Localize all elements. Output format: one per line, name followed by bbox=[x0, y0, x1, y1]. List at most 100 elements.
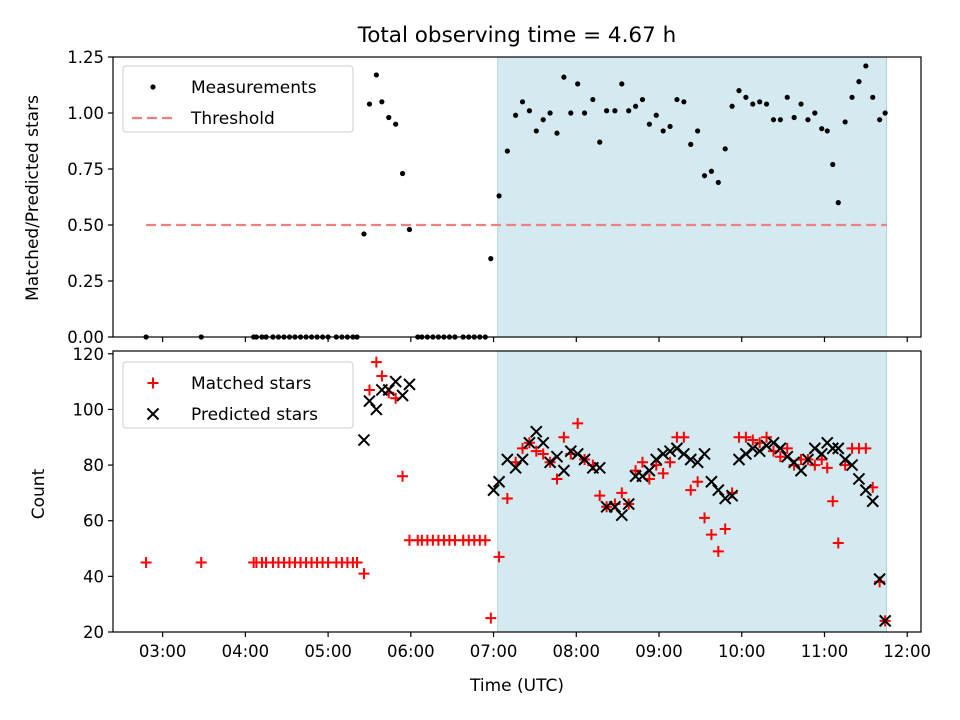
data-point bbox=[774, 451, 786, 463]
data-point bbox=[781, 442, 793, 454]
x-tick-label: 08:00 bbox=[553, 642, 601, 661]
data-point bbox=[774, 442, 787, 455]
observing-window-shade bbox=[497, 56, 888, 338]
data-point bbox=[657, 467, 669, 479]
data-point bbox=[805, 117, 811, 123]
y-tick-label: 0.00 bbox=[67, 328, 104, 347]
bottom-y-axis-label: Count bbox=[29, 468, 49, 519]
y-tick-label: 0.50 bbox=[67, 216, 104, 235]
x-tick-label: 07:00 bbox=[470, 642, 518, 661]
observing-window-shade bbox=[497, 350, 888, 633]
data-point bbox=[526, 108, 533, 114]
data-point bbox=[622, 497, 635, 511]
data-point bbox=[597, 139, 603, 145]
data-point bbox=[821, 462, 833, 474]
data-point bbox=[366, 101, 373, 107]
data-point bbox=[740, 431, 752, 443]
data-point bbox=[746, 442, 759, 455]
data-point bbox=[835, 200, 841, 206]
data-point bbox=[816, 454, 828, 466]
data-point bbox=[558, 431, 570, 443]
data-point bbox=[561, 74, 567, 80]
data-point bbox=[827, 495, 839, 507]
data-point bbox=[787, 456, 801, 469]
data-point bbox=[830, 161, 836, 168]
data-point bbox=[604, 108, 610, 114]
x-tick-label: 04:00 bbox=[222, 642, 270, 661]
data-point bbox=[550, 450, 564, 463]
data-point bbox=[615, 508, 628, 522]
data-point bbox=[568, 110, 574, 116]
data-point bbox=[718, 492, 732, 505]
legend-label: Measurements bbox=[191, 78, 317, 98]
data-point bbox=[619, 81, 625, 87]
data-point bbox=[386, 114, 392, 121]
data-point bbox=[722, 146, 728, 152]
data-point bbox=[636, 456, 648, 468]
data-point bbox=[812, 110, 818, 116]
data-point bbox=[760, 439, 773, 452]
ratio-panel: 0.00 0.25 0.50 0.75 1.00 1.25 Measurements Thre… bbox=[67, 48, 922, 347]
data-point bbox=[719, 523, 731, 535]
data-point bbox=[873, 572, 886, 586]
data-point bbox=[370, 403, 383, 416]
data-point bbox=[705, 475, 718, 488]
data-point bbox=[819, 126, 825, 132]
data-point bbox=[698, 447, 711, 461]
legend-marker bbox=[150, 84, 156, 90]
data-point bbox=[849, 94, 855, 100]
data-point bbox=[403, 378, 416, 391]
data-point bbox=[504, 148, 510, 154]
data-point bbox=[533, 128, 539, 134]
data-point bbox=[747, 434, 759, 446]
data-point bbox=[877, 117, 883, 123]
data-point bbox=[784, 94, 790, 100]
data-point bbox=[351, 556, 363, 568]
plot-frame bbox=[112, 350, 922, 633]
data-point bbox=[513, 112, 519, 118]
data-point bbox=[798, 101, 804, 107]
data-point bbox=[660, 128, 666, 134]
data-point bbox=[708, 168, 715, 174]
data-point bbox=[630, 465, 642, 477]
series-predicted-stars bbox=[357, 375, 892, 628]
x-tick-label: 03:00 bbox=[139, 642, 187, 661]
data-point bbox=[832, 537, 844, 549]
y-tick-label: 20 bbox=[83, 623, 104, 642]
data-point bbox=[650, 459, 662, 471]
legend-box bbox=[122, 65, 354, 133]
legend-label: Matched stars bbox=[191, 374, 311, 394]
data-point bbox=[791, 114, 797, 121]
data-point bbox=[656, 447, 670, 461]
data-point bbox=[406, 226, 413, 233]
y-tick-label: 60 bbox=[83, 512, 104, 531]
data-point bbox=[501, 492, 513, 504]
data-point bbox=[516, 453, 529, 466]
data-point bbox=[691, 456, 704, 469]
y-tick-label: 40 bbox=[83, 567, 104, 586]
data-point bbox=[653, 112, 659, 118]
data-point bbox=[685, 484, 697, 496]
data-point bbox=[358, 568, 370, 580]
y-tick-label: 80 bbox=[83, 456, 104, 475]
data-point bbox=[376, 370, 388, 382]
data-point bbox=[554, 130, 560, 136]
data-point bbox=[692, 476, 704, 488]
data-point bbox=[361, 231, 367, 237]
data-point bbox=[363, 384, 375, 396]
data-point bbox=[517, 442, 529, 454]
data-point bbox=[761, 431, 773, 443]
data-point bbox=[547, 110, 553, 116]
data-point bbox=[663, 444, 677, 458]
data-point bbox=[397, 470, 409, 482]
data-point bbox=[537, 448, 549, 460]
data-point bbox=[667, 123, 673, 130]
legend-label: Predicted stars bbox=[191, 405, 318, 425]
data-point bbox=[763, 101, 770, 107]
data-point bbox=[839, 459, 851, 471]
y-tick-label: 0.25 bbox=[67, 272, 104, 291]
data-point bbox=[389, 375, 402, 388]
data-point bbox=[492, 475, 506, 488]
data-point bbox=[496, 193, 502, 199]
